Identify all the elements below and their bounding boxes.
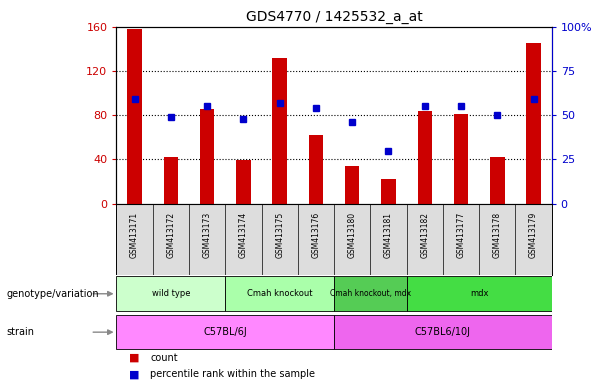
Text: GSM413180: GSM413180 — [348, 212, 357, 258]
Text: ■: ■ — [129, 353, 139, 363]
Bar — [334, 276, 406, 311]
Text: wild type: wild type — [151, 289, 190, 298]
Bar — [236, 161, 251, 204]
Bar — [272, 58, 287, 204]
Bar — [490, 157, 504, 204]
Bar — [116, 315, 334, 349]
Bar — [200, 109, 215, 204]
Bar — [406, 276, 552, 311]
Text: GSM413172: GSM413172 — [166, 212, 175, 258]
Text: GSM413175: GSM413175 — [275, 212, 284, 258]
Text: strain: strain — [6, 327, 34, 337]
Bar — [417, 111, 432, 204]
Text: GSM413182: GSM413182 — [421, 212, 429, 258]
Text: C57BL/6J: C57BL/6J — [204, 327, 247, 337]
Text: count: count — [150, 353, 178, 363]
Text: mdx: mdx — [470, 289, 489, 298]
Text: ■: ■ — [129, 369, 139, 379]
Bar — [381, 179, 396, 204]
Bar — [334, 315, 552, 349]
Bar — [454, 114, 468, 204]
Text: GSM413173: GSM413173 — [203, 212, 211, 258]
Bar — [527, 43, 541, 204]
Bar — [128, 29, 142, 204]
Text: GSM413174: GSM413174 — [239, 212, 248, 258]
Text: percentile rank within the sample: percentile rank within the sample — [150, 369, 315, 379]
Text: GSM413171: GSM413171 — [130, 212, 139, 258]
Text: GSM413178: GSM413178 — [493, 212, 502, 258]
Text: genotype/variation: genotype/variation — [6, 289, 99, 299]
Text: GSM413181: GSM413181 — [384, 212, 393, 258]
Text: Cmah knockout: Cmah knockout — [247, 289, 313, 298]
Bar — [116, 276, 226, 311]
Bar — [345, 166, 359, 204]
Bar — [164, 157, 178, 204]
Text: GSM413179: GSM413179 — [529, 212, 538, 258]
Text: GSM413176: GSM413176 — [311, 212, 321, 258]
Title: GDS4770 / 1425532_a_at: GDS4770 / 1425532_a_at — [246, 10, 422, 25]
Text: GSM413177: GSM413177 — [457, 212, 465, 258]
Text: Cmah knockout, mdx: Cmah knockout, mdx — [330, 289, 411, 298]
Bar — [226, 276, 334, 311]
Bar — [309, 135, 323, 204]
Text: C57BL6/10J: C57BL6/10J — [415, 327, 471, 337]
